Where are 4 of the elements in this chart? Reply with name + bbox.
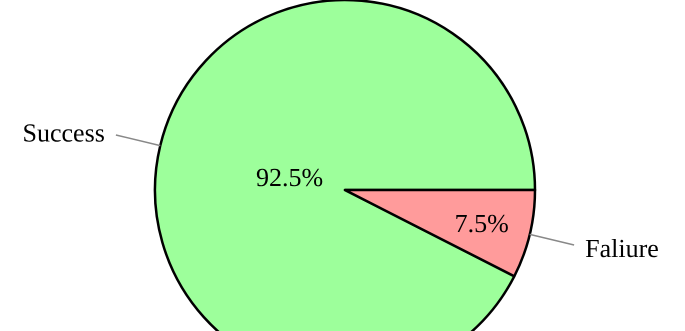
slice-label: Faliure bbox=[585, 234, 659, 263]
data-label: 92.5% bbox=[256, 162, 324, 192]
data-label: 7.5% bbox=[454, 208, 509, 238]
slice-label: Success bbox=[22, 118, 105, 148]
